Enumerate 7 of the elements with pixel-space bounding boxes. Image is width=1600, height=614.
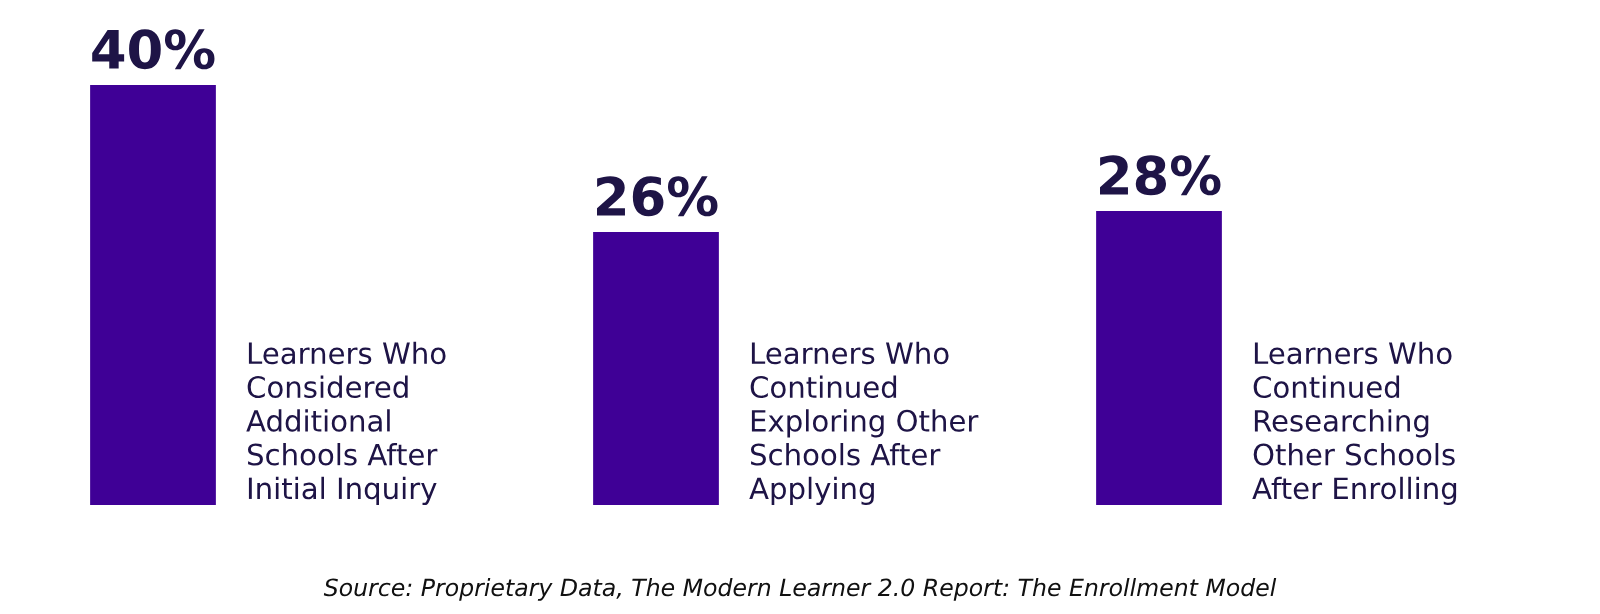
- x-tick-label: Learners Who Continued Researching Other Schools After Enrolling: [1252, 341, 1457, 505]
- data-label: 26%: [597, 176, 718, 217]
- source-note: Source: Proprietary Data, The Modern Learner 2.0 Report: The Enrollment Model: [323, 578, 1277, 601]
- data-label: 40%: [92, 29, 215, 70]
- x-tick-label: Learners Who Continued Exploring Other Schools After Applying: [749, 341, 979, 505]
- data-label: 28%: [1100, 155, 1221, 196]
- x-tick-label: Learners Who Considered Additional Schools After Initial Inquiry: [246, 341, 446, 505]
